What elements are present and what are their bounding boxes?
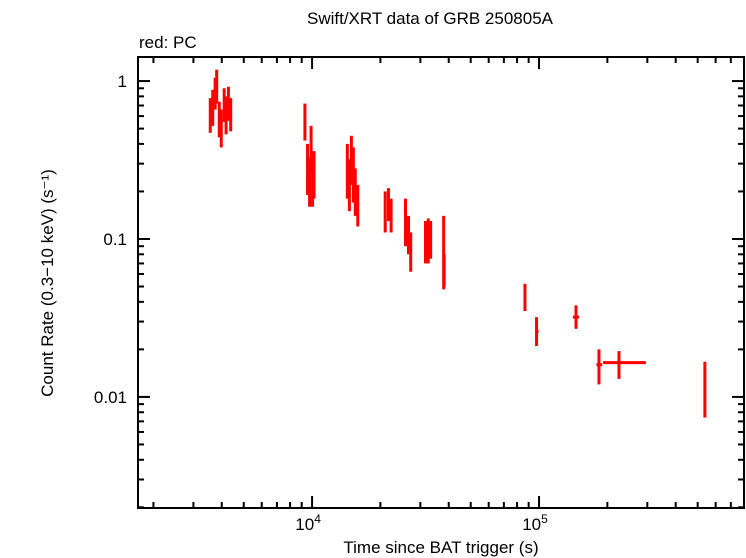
data-point [349,135,353,185]
x-tick-label: 104 [295,512,321,534]
y-tick-label: 0.1 [103,230,127,249]
data-point [353,168,357,216]
data-point [703,361,707,418]
y-axis-label: Count Rate (0.3−10 keV) (s⁻¹) [38,169,57,397]
x-axis-label: Time since BAT trigger (s) [343,538,538,557]
data-point [308,157,312,207]
data-point [426,218,430,264]
data-point [429,220,433,259]
data-point [208,98,212,133]
data-marks [208,69,707,418]
data-point [409,232,413,272]
y-tick-label: 1 [118,72,127,91]
data-point [403,198,407,247]
data-point [224,96,228,135]
data-point [356,184,360,227]
data-point [383,191,387,233]
data-point [442,254,446,287]
x-tick-base: 10 [522,515,541,534]
data-point [603,351,646,379]
data-point [226,86,230,121]
data-point [523,283,527,311]
data-point [423,220,427,264]
x-tick-label: 105 [522,512,548,534]
data-point [386,188,390,221]
data-point [347,159,351,212]
data-point [572,305,580,329]
x-tick-exponent: 5 [541,512,548,526]
data-point [389,198,393,233]
plot-frame [137,56,745,509]
data-point [219,109,223,148]
x-tick-exponent: 4 [314,512,321,526]
data-point [312,151,316,199]
data-point [229,98,233,132]
data-point [215,69,219,104]
data-point [535,317,539,347]
data-point [303,103,307,141]
data-point [211,89,215,126]
x-tick-base: 10 [295,515,314,534]
data-point [596,349,603,385]
chart-title: Swift/XRT data of GRB 250805A [307,9,554,28]
data-point [345,143,349,199]
y-tick-label: 0.01 [94,388,127,407]
chart-subtitle: red: PC [139,33,197,52]
data-point [407,215,411,255]
